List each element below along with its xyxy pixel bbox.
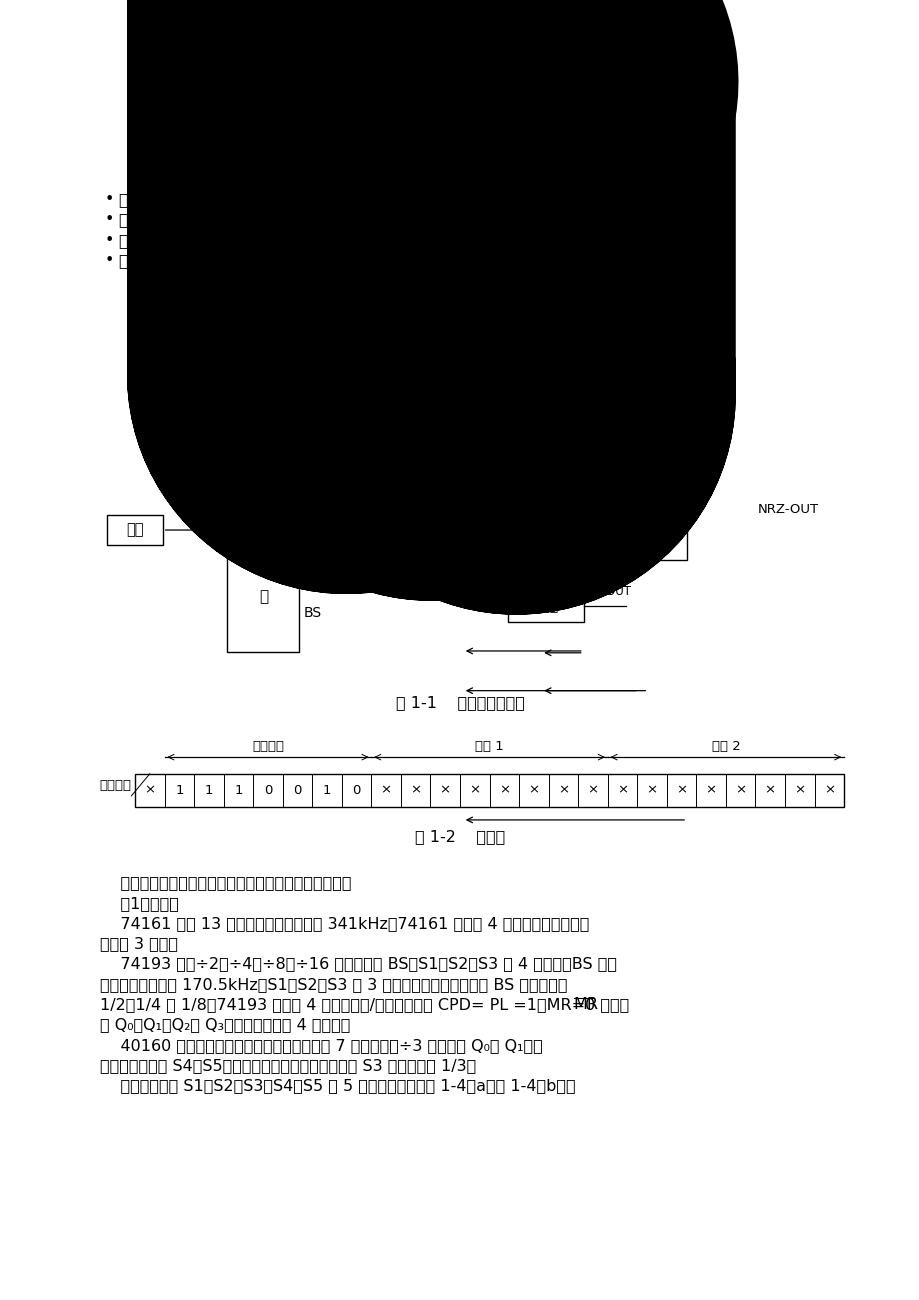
Text: ×: × [439,784,450,797]
Text: 中的 24 位代码相对应: 中的 24 位代码相对应 [368,166,474,181]
Text: 0: 0 [264,784,272,797]
Text: 1: 1 [323,784,331,797]
Text: 分: 分 [258,441,267,456]
Text: 抽样: 抽样 [119,254,138,268]
Text: S2: S2 [303,442,321,456]
Text: ×: × [793,784,804,797]
Text: 0: 0 [293,784,301,797]
Text: 倒相器: 倒相器 [119,233,147,248]
Bar [478,391,553,421]
Text: 帧同步码: 帧同步码 [252,741,284,754]
Text: 分频器输出的 S1、S2、S3、S4、S5 等 5 个信号的波形如图 1-4（a）和 1-4（b）所: 分频器输出的 S1、S2、S3、S4、S5 等 5 个信号的波形如图 1-4（a… [100,1079,575,1093]
Text: 1: 1 [175,784,184,797]
Bar [507,497,583,558]
Text: S3: S3 [303,469,321,484]
Text: 图 1-1    数字信源方框图: 图 1-1 数字信源方框图 [395,696,524,710]
Text: 八选一: 八选一 [504,399,528,413]
Text: BS-OUT: BS-OUT [585,585,630,598]
Text: 40160 是一个二一十进制加计数器，预置在 7 状态，完成÷3 运算，在 Q₀和 Q₁端分: 40160 是一个二一十进制加计数器，预置在 7 状态，完成÷3 运算，在 Q₀… [100,1037,542,1053]
Text: ×: × [823,784,834,797]
Text: 八选一: 八选一 [334,399,358,413]
Text: ×: × [764,784,775,797]
Text: NRZ: NRZ [585,503,614,516]
Text: ×: × [144,784,155,797]
Bar [308,391,384,421]
Text: ×: × [469,784,480,797]
Text: 八选一: 八选一 [418,399,444,413]
Text: 1: 1 [204,784,213,797]
Text: ×: × [705,784,716,797]
Text: NRZ-OUT: NRZ-OUT [756,503,818,516]
Text: 器: 器 [258,589,267,604]
Text: •: • [105,233,114,248]
Text: 0: 0 [352,784,360,797]
Text: 并 行 码 产 生 器: 并 行 码 产 生 器 [408,347,483,363]
Bar [340,338,551,372]
Text: U8：8 位数据选择器 4512: U8：8 位数据选择器 4512 [368,212,517,227]
Bar [507,589,583,623]
Text: •: • [105,192,114,207]
Text: •: • [105,254,114,268]
Bar [626,495,686,559]
Text: 样: 样 [652,532,661,547]
Text: 同步信号，频率为 170.5kHz。S1、S2、S3 为 3 个选通信号，频率分别为 BS 信号频率的: 同步信号，频率为 170.5kHz。S1、S2、S3 为 3 个选通信号，频率分… [100,976,567,992]
Text: ×: × [498,784,509,797]
Text: 倒相器: 倒相器 [532,598,559,614]
Text: 数据 1: 数据 1 [474,741,504,754]
Text: 别输出选通信号 S4、S5，这两个信号的频率相等、等于 S3 信号频率的 1/3。: 别输出选通信号 S4、S5，这两个信号的频率相等、等于 S3 信号频率的 1/3… [100,1058,476,1072]
Text: （1）分频器: （1）分频器 [100,896,178,910]
Text: S1: S1 [303,415,322,428]
Text: 数据 2: 数据 2 [710,741,740,754]
Text: 频: 频 [258,515,267,530]
Text: 无定义位: 无定义位 [99,779,131,792]
Text: MR: MR [573,997,598,1013]
Text: 1/2、1/4 和 1/8。74193 是一个 4 位二进制加/减计数器，当 CPD= PL =1，MR=0 时，可: 1/2、1/4 和 1/8。74193 是一个 4 位二进制加/减计数器，当 C… [100,997,629,1013]
Text: 74161 进行 13 分频，输出信号频率为 341kHz。74161 是一个 4 位二进制加计数器，: 74161 进行 13 分频，输出信号频率为 341kHz。74161 是一个 … [100,916,589,931]
Text: 三选一: 三选一 [119,212,147,227]
Text: 抽: 抽 [652,506,661,521]
Text: ×: × [410,784,421,797]
Text: S4: S4 [303,514,321,528]
Text: ×: × [557,784,568,797]
Bar [393,391,469,421]
Text: ×: × [528,784,539,797]
Text: 三选一: 三选一 [532,520,559,534]
Text: CLK: CLK [182,506,208,519]
Text: ×: × [646,784,657,797]
Text: •: • [105,212,114,227]
Text: ×: × [380,784,391,797]
Text: 下面对分频器，八选一及三选一等单元作进一步说明。: 下面对分频器，八选一及三选一等单元作进一步说明。 [100,875,351,891]
Bar [135,774,843,807]
Text: ×: × [734,784,745,797]
Text: 八选一: 八选一 [119,192,147,207]
Text: BS: BS [303,606,322,620]
Text: 74193 完成÷2、÷4、÷8、÷16 运算，输出 BS、S1、S2、S3 等 4 个信号。BS 为位: 74193 完成÷2、÷4、÷8、÷16 运算，输出 BS、S1、S2、S3 等… [100,957,617,971]
Text: ×: × [617,784,628,797]
Text: ×: × [586,784,598,797]
Text: U5、U6、U7：8 位数据选择器 4512: U5、U6、U7：8 位数据选择器 4512 [368,192,580,207]
Text: 晶振: 晶振 [126,523,143,537]
Text: ×: × [675,784,686,797]
Bar [108,515,163,545]
Bar [227,403,299,651]
Text: 预置在 3 状态。: 预置在 3 状态。 [100,936,177,952]
Text: 数据 1、数据 2 相对应；发光二极管：左起分别与一帧: 数据 1、数据 2 相对应；发光二极管：左起分别与一帧 [368,146,615,161]
Text: 1: 1 [234,784,243,797]
Text: S5: S5 [303,540,321,554]
Text: 图 1-2    帧结构: 图 1-2 帧结构 [414,829,505,844]
Text: U9：D 触发器 74HC74: U9：D 触发器 74HC74 [368,254,514,268]
Text: U20：非门 74HC04: U20：非门 74HC04 [368,233,497,248]
Text: FS: FS [332,497,346,510]
Text: 在 Q₀、Q₁、Q₂及 Q₃端分别输出上述 4 个信号。: 在 Q₀、Q₁、Q₂及 Q₃端分别输出上述 4 个信号。 [100,1018,350,1032]
